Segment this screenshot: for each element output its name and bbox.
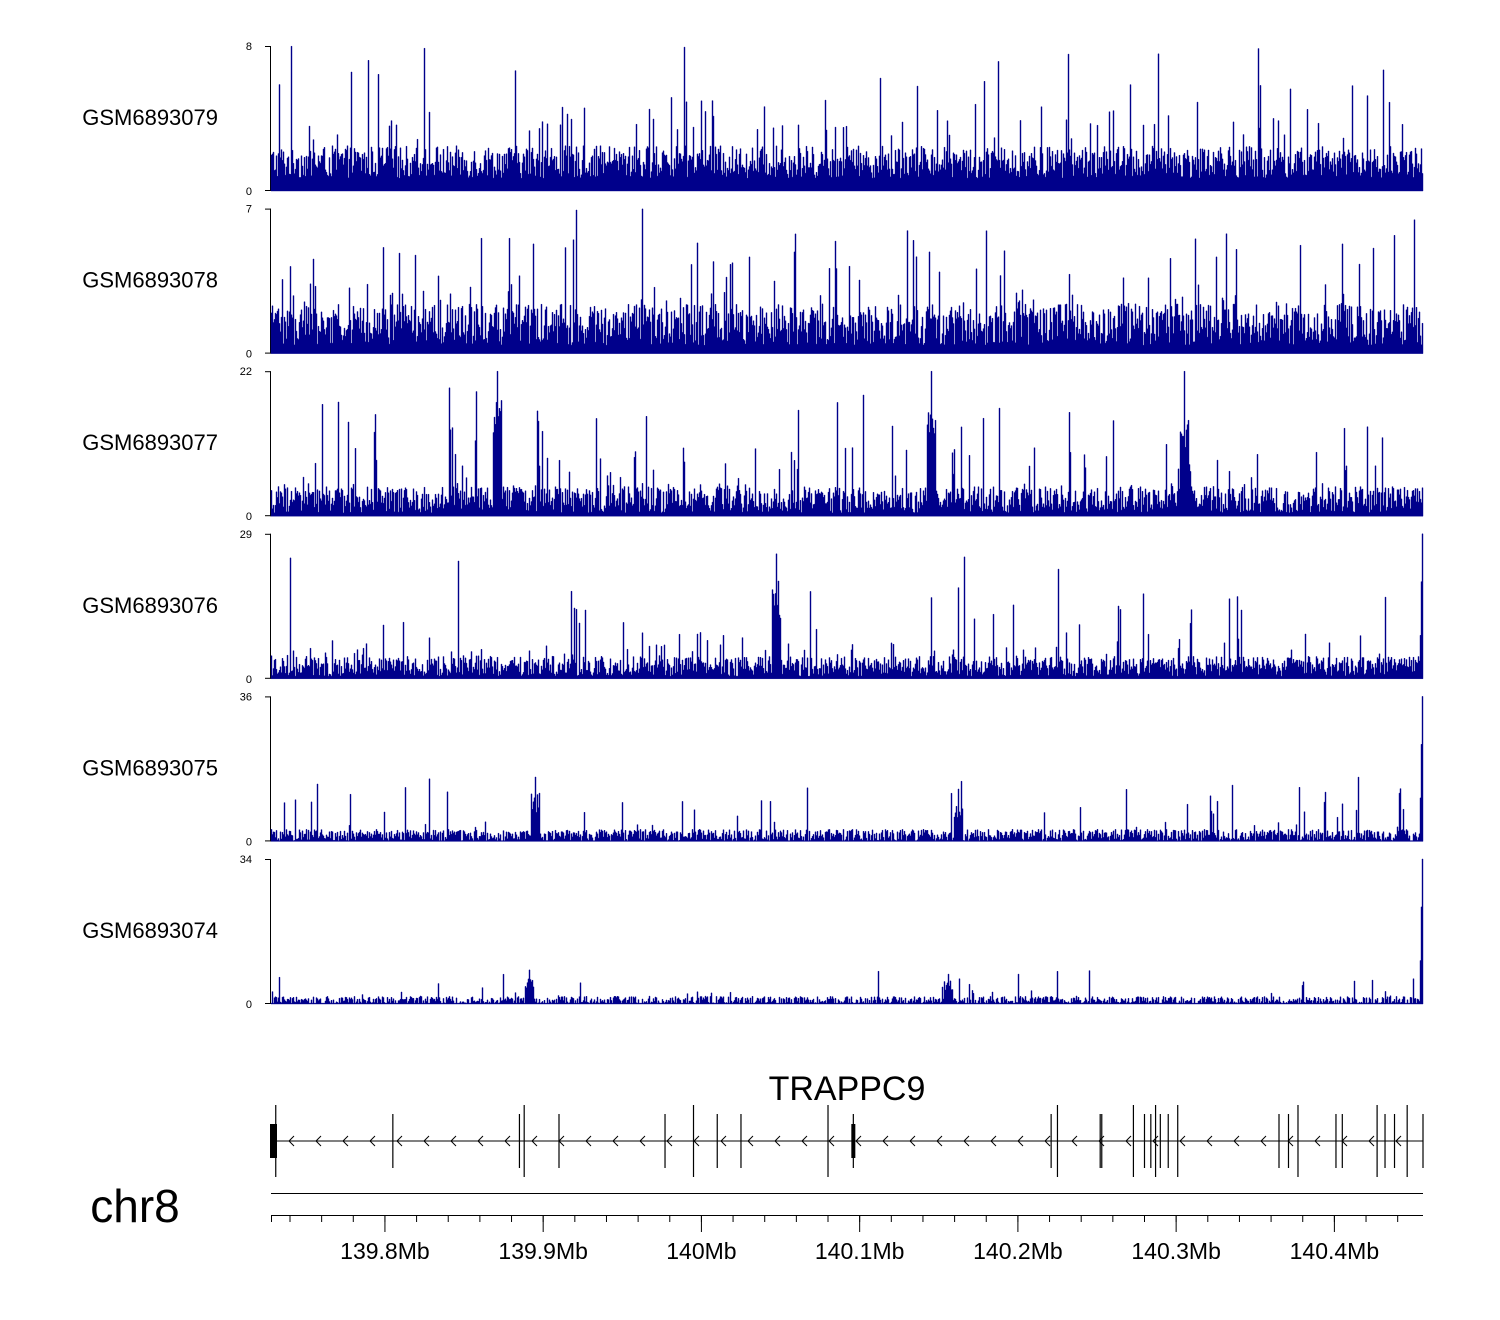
coverage-track: GSM6893079 8 0	[82, 41, 1424, 198]
strand-chevron	[1368, 1135, 1375, 1147]
strand-chevron	[855, 1135, 862, 1147]
strand-chevron	[1260, 1135, 1267, 1147]
strand-chevron	[1125, 1135, 1132, 1147]
coverage-track: GSM6893078 7 0	[82, 204, 1424, 361]
axis-tick-label: 139.8Mb	[340, 1238, 430, 1264]
track-ymin-label: 0	[246, 186, 252, 198]
track-name-label: GSM6893077	[82, 430, 218, 455]
strand-chevron	[585, 1135, 592, 1147]
genomic-axis: chr8 139.8Mb 139.9Mb 140Mb 140.1Mb 140.2Mb 14…	[90, 1180, 1423, 1264]
track-name-label: GSM6893074	[82, 918, 218, 943]
track-ymax-label: 8	[246, 41, 252, 53]
track-ymax-label: 29	[240, 529, 252, 541]
track-ymin-label: 0	[246, 511, 252, 523]
strand-chevron	[1179, 1135, 1186, 1147]
axis-tick-label: 140.2Mb	[973, 1238, 1063, 1264]
strand-chevron	[801, 1135, 808, 1147]
coverage-track: GSM6893074 34 0	[82, 854, 1424, 1011]
strand-chevron	[747, 1135, 754, 1147]
track-ymin-label: 0	[246, 674, 252, 686]
strand-chevron	[342, 1135, 349, 1147]
strand-chevron	[369, 1135, 376, 1147]
strand-chevron	[909, 1135, 916, 1147]
coverage-tracks: GSM689307980GSM689307870GSM6893077220GSM…	[82, 41, 1424, 1011]
strand-chevron	[1206, 1135, 1213, 1147]
axis-tick-label: 140Mb	[666, 1238, 736, 1264]
track-ymin-label: 0	[246, 836, 252, 848]
strand-chevron	[477, 1135, 484, 1147]
strand-chevron	[531, 1135, 538, 1147]
coverage-area	[270, 371, 1424, 517]
strand-chevron	[450, 1135, 457, 1147]
strand-chevron	[1071, 1135, 1078, 1147]
strand-chevron	[504, 1135, 511, 1147]
track-ymax-label: 7	[246, 204, 252, 216]
coverage-track: GSM6893076 29 0	[82, 529, 1424, 686]
track-ymax-label: 36	[240, 691, 252, 703]
strand-chevron	[990, 1135, 997, 1147]
strand-chevron	[882, 1135, 889, 1147]
strand-chevron	[828, 1135, 835, 1147]
gene-name-label: TRAPPC9	[769, 1070, 926, 1108]
axis-tick-label: 139.9Mb	[498, 1238, 588, 1264]
track-ymin-label: 0	[246, 349, 252, 361]
gene-coding-block	[851, 1124, 856, 1158]
strand-chevron	[1233, 1135, 1240, 1147]
strand-chevron	[666, 1135, 673, 1147]
strand-chevron	[1044, 1135, 1051, 1147]
coverage-area	[270, 696, 1424, 842]
strand-chevron	[315, 1135, 322, 1147]
strand-chevron	[639, 1135, 646, 1147]
strand-chevron	[1152, 1135, 1159, 1147]
coverage-track: GSM6893077 22 0	[82, 366, 1424, 523]
coverage-track: GSM6893075 36 0	[82, 691, 1424, 848]
track-name-label: GSM6893078	[82, 268, 218, 293]
strand-chevron	[423, 1135, 430, 1147]
strand-chevron	[963, 1135, 970, 1147]
strand-chevron	[396, 1135, 403, 1147]
coverage-area	[270, 208, 1424, 354]
track-name-label: GSM6893075	[82, 755, 218, 780]
strand-chevron	[936, 1135, 943, 1147]
coverage-area	[270, 533, 1424, 679]
chromosome-label: chr8	[90, 1180, 179, 1232]
coverage-area	[270, 46, 1424, 192]
gene-utr-block	[270, 1124, 277, 1158]
strand-chevron	[288, 1135, 295, 1147]
axis-tick-label: 140.1Mb	[815, 1238, 905, 1264]
strand-chevron	[774, 1135, 781, 1147]
axis-tick-label: 140.4Mb	[1290, 1238, 1380, 1264]
track-ymin-label: 0	[246, 999, 252, 1011]
track-ymax-label: 34	[240, 854, 252, 866]
strand-chevron	[720, 1135, 727, 1147]
axis-tick-label: 140.3Mb	[1131, 1238, 1221, 1264]
strand-chevron	[612, 1135, 619, 1147]
track-ymax-label: 22	[240, 366, 252, 378]
strand-chevron	[1314, 1135, 1321, 1147]
coverage-area	[270, 858, 1424, 1005]
track-name-label: GSM6893079	[82, 105, 218, 130]
gene-model-track: TRAPPC9	[270, 1070, 1424, 1177]
strand-chevron	[1395, 1135, 1402, 1147]
track-name-label: GSM6893076	[82, 593, 218, 618]
strand-chevron	[1017, 1135, 1024, 1147]
